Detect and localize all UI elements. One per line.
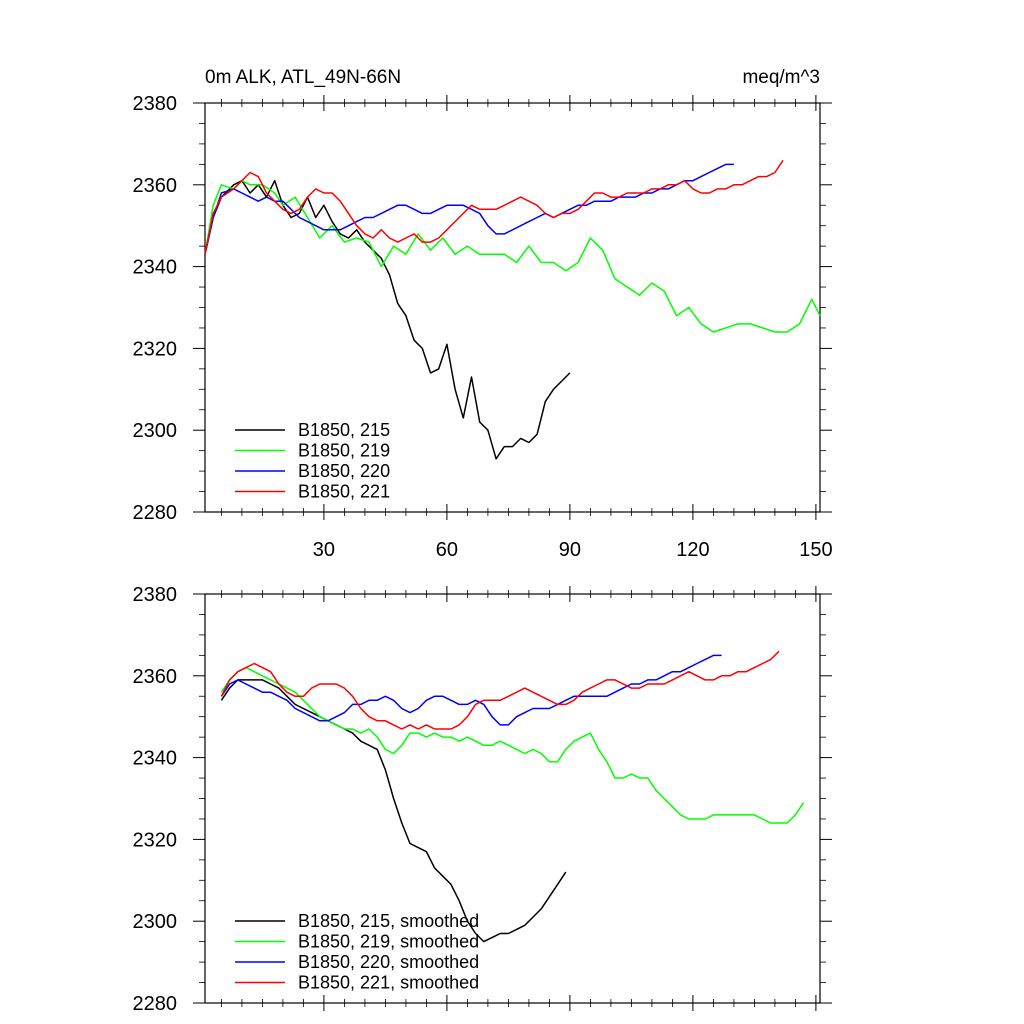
units-label: meq/m^3	[742, 67, 820, 88]
legend-label: B1850, 219	[298, 441, 390, 461]
series-line	[220, 650, 780, 730]
x-tick-label: 120	[676, 539, 709, 561]
legend-label: B1850, 215, smoothed	[298, 911, 479, 931]
y-tick-label: 2340	[133, 748, 178, 770]
y-tick-label: 2280	[133, 502, 178, 524]
legend-label: B1850, 215	[298, 420, 390, 440]
series-line	[220, 679, 567, 943]
y-tick-label: 2300	[133, 911, 178, 933]
y-tick-label: 2320	[133, 829, 178, 851]
series-line	[204, 159, 784, 255]
legend-label: B1850, 219, smoothed	[298, 932, 479, 952]
x-tick-label: 150	[799, 539, 832, 561]
x-tick-label: 30	[313, 539, 335, 561]
y-tick-label: 2380	[133, 93, 178, 115]
y-tick-label: 2320	[133, 338, 178, 360]
chart-title: 0m ALK, ATL_49N-66N	[205, 67, 401, 88]
y-tick-label: 2280	[133, 993, 178, 1015]
x-tick-label: 90	[559, 539, 581, 561]
legend-label: B1850, 220	[298, 461, 390, 481]
x-tick-label: 60	[436, 539, 458, 561]
legend-label: B1850, 220, smoothed	[298, 952, 479, 972]
y-tick-label: 2360	[133, 175, 178, 197]
bottom-panel: 2280 2300 2320 2340 2360 2380 B1850, 215, smoo…	[133, 584, 832, 1015]
series-line	[220, 654, 722, 726]
y-tick-label: 2360	[133, 666, 178, 688]
legend-label: B1850, 221, smoothed	[298, 973, 479, 993]
series-line	[204, 179, 821, 333]
y-tick-label: 2340	[133, 257, 178, 279]
series-line	[220, 666, 805, 824]
y-tick-label: 2380	[133, 584, 178, 606]
y-tick-label: 2300	[133, 420, 178, 442]
series-line	[204, 179, 571, 460]
series-line	[204, 163, 734, 255]
legend-label: B1850, 221	[298, 482, 390, 502]
top-panel: 30 60 90 120 150 2280 2300 2320 2340 2360 2380 0m A…	[133, 67, 833, 561]
